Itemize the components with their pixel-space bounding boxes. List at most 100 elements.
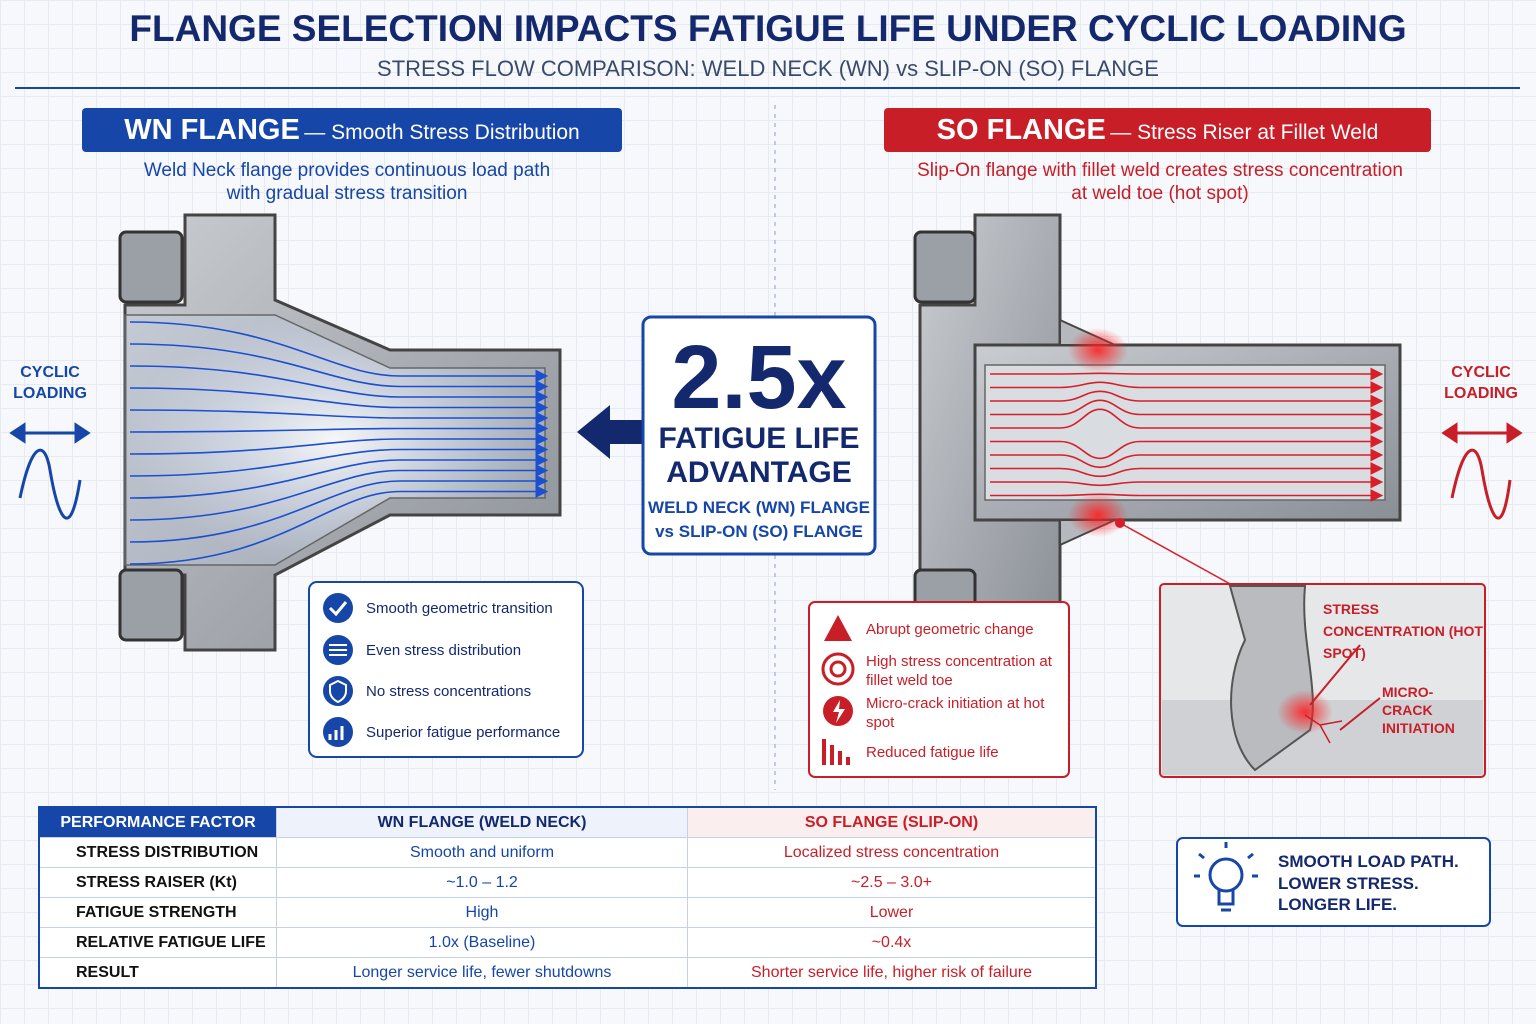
cell: FATIGUE STRENGTH <box>38 897 277 928</box>
cell: ~2.5 – 3.0+ <box>687 867 1097 898</box>
advantage-comparison-1: WELD NECK (WN) FLANGE <box>648 498 870 517</box>
wn-flange-drawing-part <box>118 568 184 642</box>
bulb-icon-part <box>1194 842 1258 878</box>
table-row: RELATIVE FATIGUE LIFE 1.0x (Baseline) ~0.4… <box>38 927 1097 958</box>
hot-spot-inset <box>1159 583 1486 778</box>
tip-line: LONGER LIFE. <box>1278 895 1397 914</box>
so-name: SO FLANGE <box>936 114 1106 146</box>
hot-spot-inset-part <box>1339 697 1381 731</box>
wn-feature-icons-part <box>329 644 347 656</box>
stress-flow-line <box>990 435 1384 460</box>
so-features-box <box>808 601 1070 778</box>
so-feature: High stress concentration at fillet weld… <box>866 653 1052 689</box>
wn-flange-drawing-part <box>129 321 549 565</box>
so-cyclic-icon-part <box>1450 448 1512 520</box>
wn-cyclic-icon-part <box>9 422 91 444</box>
header-cell: PERFORMANCE FACTOR <box>38 806 277 838</box>
so-badge <box>884 108 1431 152</box>
cell: STRESS DISTRIBUTION <box>38 837 277 868</box>
advantage-arrow <box>577 405 642 459</box>
so-badge-text: SO FLANGE — Stress Riser at Fillet Weld <box>884 108 1431 152</box>
tip-line: LOWER STRESS. <box>1278 874 1419 893</box>
cell: STRESS RAISER (Kt) <box>38 867 277 898</box>
so-feature-icons-part <box>829 660 847 678</box>
so-flange-drawing-part <box>990 367 1384 502</box>
wn-feature: Smooth geometric transition <box>366 600 553 617</box>
so-feature-icons-part <box>824 615 852 641</box>
stress-flow-line <box>129 443 549 477</box>
so-tagline: — Stress Riser at Fillet Weld <box>1110 121 1379 144</box>
advantage-ratio: 2.5x <box>671 328 847 428</box>
so-feature-icons-part <box>833 700 845 723</box>
so-feature: Reduced fatigue life <box>866 744 999 761</box>
so-feature: Micro-crack initiation at hot spot <box>866 695 1045 731</box>
so-loading-label: CYCLIC LOADING <box>1444 364 1518 402</box>
wn-feature-icons-part <box>329 679 347 704</box>
cell: 1.0x (Baseline) <box>276 927 688 958</box>
stress-flow-line <box>990 408 1384 435</box>
hot-spot-inset-part <box>1304 714 1343 744</box>
so-flange-drawing <box>913 213 1402 652</box>
advantage-arrow-part <box>577 405 642 459</box>
wn-badge <box>82 108 622 152</box>
cell: Shorter service life, higher risk of fai… <box>687 957 1097 989</box>
bulb-icon-part <box>1217 890 1235 912</box>
wn-description-1: Weld Neck flange provides continuous loa… <box>143 160 551 181</box>
wn-features-box <box>308 581 584 758</box>
cell: RESULT <box>38 957 277 989</box>
so-feature-icons <box>821 615 855 765</box>
stress-flow-line <box>990 399 1384 421</box>
wn-flange-drawing-part <box>124 314 546 566</box>
stress-flow-line <box>129 464 549 521</box>
stress-flow-line <box>990 448 1384 469</box>
so-flange-drawing-part <box>1119 522 1233 586</box>
stress-flow-line <box>129 432 549 455</box>
cell: High <box>276 897 688 928</box>
table-row: STRESS DISTRIBUTION Smooth and uniform Loc… <box>38 837 1097 868</box>
wn-loading-label: CYCLIC LOADING <box>13 364 87 402</box>
cell: Longer service life, fewer shutdowns <box>276 957 688 989</box>
wn-feature-icons-part <box>323 717 353 747</box>
advantage-label-1: FATIGUE LIFE <box>658 422 860 455</box>
wn-name: WN FLANGE <box>124 114 300 146</box>
wn-description-2: with gradual stress transition <box>226 183 468 204</box>
stress-flow-line <box>990 367 1384 381</box>
table-header: PERFORMANCE FACTOR WN FLANGE (WELD NECK)… <box>38 806 1097 838</box>
so-description-1: Slip-On flange with fillet weld creates … <box>917 160 1403 181</box>
so-cyclic-icon <box>1441 422 1523 520</box>
stress-flow-line <box>129 387 549 414</box>
wn-feature: Even stress distribution <box>366 642 522 659</box>
wn-cyclic-icon <box>9 422 91 520</box>
so-flange-drawing-part <box>984 364 1386 501</box>
stress-flow-line <box>129 422 549 435</box>
table-row: FATIGUE STRENGTH High Lower <box>38 897 1097 928</box>
stress-flow-line <box>129 409 549 425</box>
wn-feature-icons-part <box>328 601 348 617</box>
wn-flange-drawing-part <box>118 230 184 304</box>
so-feature-icons-part <box>821 652 855 686</box>
advantage-box <box>641 315 877 556</box>
wn-badge-text: WN FLANGE — Smooth Stress Distribution <box>82 108 622 152</box>
stress-flow-line <box>129 343 549 393</box>
header-cell: WN FLANGE (WELD NECK) <box>276 806 688 838</box>
advantage-label-2: ADVANTAGE <box>666 456 852 489</box>
hot-spot-callout: STRESS CONCENTRATION (HOT SPOT) <box>1323 601 1483 661</box>
tip-line: SMOOTH LOAD PATH. <box>1278 852 1459 871</box>
wn-feature: No stress concentrations <box>366 683 532 700</box>
table-row: RESULT Longer service life, fewer shutdow… <box>38 957 1097 989</box>
wn-feature-icons-part <box>328 726 344 740</box>
cell: Localized stress concentration <box>687 837 1097 868</box>
stress-flow-line <box>990 381 1384 394</box>
bulb-icon <box>1194 842 1258 912</box>
stress-flow-line <box>990 390 1384 408</box>
wn-tagline: — Smooth Stress Distribution <box>304 121 580 144</box>
wn-feature: Superior fatigue performance <box>366 724 561 741</box>
hot-spot-inset-part <box>1277 690 1333 734</box>
wn-flange-drawing <box>118 213 562 652</box>
so-cyclic-icon-part <box>1441 422 1523 444</box>
so-feature-icons-part <box>822 739 850 765</box>
subtitle: STRESS FLOW COMPARISON: WELD NECK (WN) v… <box>377 56 1159 81</box>
stress-flow-line <box>129 485 549 565</box>
stress-flow-line <box>129 365 549 404</box>
